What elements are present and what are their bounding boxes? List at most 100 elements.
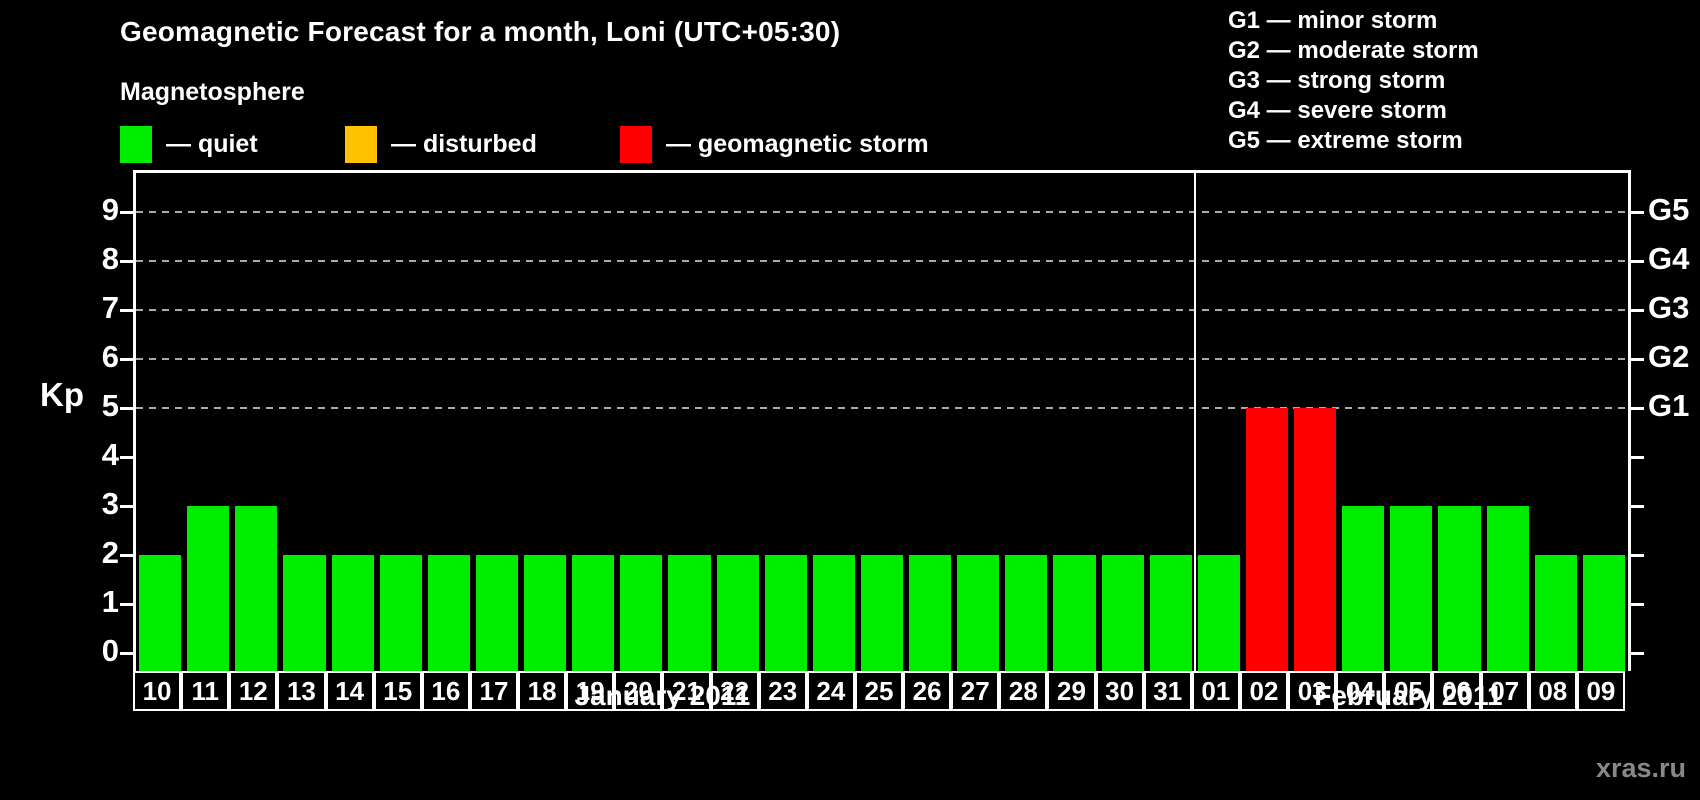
quiet-swatch <box>120 125 152 163</box>
day-label-23: 23 <box>758 671 807 711</box>
kp-bar-day-29 <box>1053 555 1096 671</box>
chart-title: Geomagnetic Forecast for a month, Loni (… <box>120 16 841 47</box>
left-tick-7 <box>120 308 133 312</box>
gridline-G3 <box>136 309 1628 311</box>
kp-bar-day-31 <box>1149 555 1192 671</box>
left-tick-1 <box>120 602 133 606</box>
kp-bar-day-13 <box>283 555 326 671</box>
day-label-01: 01 <box>1191 671 1240 711</box>
legend-item-label: — disturbed <box>391 129 537 158</box>
storm-swatch <box>620 125 652 163</box>
day-label-19: 19 <box>566 671 615 711</box>
month-caption-2: February 2011 <box>1314 680 1503 711</box>
gridline-G5 <box>136 211 1628 213</box>
day-label-16: 16 <box>421 671 470 711</box>
legend-item-label: — quiet <box>166 129 258 158</box>
kp-bar-day-11 <box>187 506 230 671</box>
y-tick-label-1: 1 <box>101 584 119 619</box>
kp-bar-day-20 <box>620 555 663 671</box>
day-label-04: 04 <box>1336 671 1385 711</box>
day-label-20: 20 <box>614 671 663 711</box>
day-label-17: 17 <box>469 671 519 711</box>
gridline-G1 <box>136 407 1628 409</box>
kp-bar-day-24 <box>812 555 855 671</box>
day-label-11: 11 <box>181 671 230 711</box>
y-tick-label-4: 4 <box>101 437 119 472</box>
right-tick-6 <box>1631 357 1644 361</box>
day-label-10: 10 <box>133 671 182 711</box>
month-caption-1: January 2011 <box>574 680 751 711</box>
plot-area: 0 1 2 3 4 5 6 7 8 9 G1 G2 G3 G4 G5 <box>102 170 1689 671</box>
left-tick-5 <box>120 406 133 410</box>
disturbed-swatch <box>345 125 377 163</box>
kp-bar-day-12 <box>235 506 278 671</box>
g-axis-label-G2: G2 <box>1648 339 1690 374</box>
y-tick-label-6: 6 <box>101 339 119 374</box>
g-axis-label-G5: G5 <box>1648 192 1690 227</box>
g-legend-line-3: G3 — strong storm <box>1228 67 1446 94</box>
kp-bar-day-09 <box>1582 555 1625 671</box>
kp-bar-day-04 <box>1342 506 1385 671</box>
day-label-08: 08 <box>1528 671 1577 711</box>
day-label-26: 26 <box>903 671 952 711</box>
g-axis-label-G4: G4 <box>1648 241 1690 276</box>
day-label-15: 15 <box>373 671 422 711</box>
magnetosphere-heading: Magnetosphere <box>120 78 305 106</box>
day-label-03: 03 <box>1288 671 1337 711</box>
kp-bar-day-02 <box>1245 408 1289 671</box>
kp-bar-day-30 <box>1101 555 1144 671</box>
day-label-09: 09 <box>1576 671 1625 711</box>
day-label-30: 30 <box>1095 671 1144 711</box>
left-tick-0 <box>120 651 133 655</box>
legend-item-disturbed: — disturbed <box>345 125 537 163</box>
right-tick-7 <box>1631 308 1644 312</box>
day-label-22: 22 <box>710 671 759 711</box>
right-tick-1 <box>1631 602 1644 606</box>
right-tick-2 <box>1631 553 1644 557</box>
kp-bar-day-10 <box>139 555 182 671</box>
kp-bar-day-03 <box>1294 408 1337 671</box>
y-tick-label-7: 7 <box>101 290 119 325</box>
kp-bar-day-27 <box>957 555 1000 671</box>
day-label-13: 13 <box>277 671 326 711</box>
g-legend-line-2: G2 — moderate storm <box>1228 37 1479 64</box>
legend-item-quiet: — quiet <box>120 125 258 163</box>
kp-bar-day-15 <box>379 555 422 671</box>
right-tick-3 <box>1631 504 1644 508</box>
day-label-27: 27 <box>951 671 1000 711</box>
g-legend-line-5: G5 — extreme storm <box>1228 127 1463 154</box>
month-separator <box>1193 173 1196 671</box>
right-tick-0 <box>1631 651 1644 655</box>
day-label-18: 18 <box>518 671 567 711</box>
left-tick-4 <box>120 455 133 459</box>
day-label-24: 24 <box>806 671 855 711</box>
kp-bar-day-05 <box>1390 506 1433 671</box>
kp-bar-day-16 <box>427 555 470 671</box>
kp-bar-day-17 <box>475 555 519 671</box>
legend-item-label: — geomagnetic storm <box>666 129 929 158</box>
day-label-25: 25 <box>854 671 904 711</box>
left-tick-2 <box>120 553 133 557</box>
right-tick-9 <box>1631 210 1644 214</box>
kp-bar-day-23 <box>764 555 807 671</box>
day-label-06: 06 <box>1432 671 1481 711</box>
left-tick-6 <box>120 357 133 361</box>
kp-bar-day-26 <box>909 555 952 671</box>
y-tick-label-2: 2 <box>101 535 119 570</box>
y-tick-label-3: 3 <box>101 486 119 521</box>
kp-bar-day-08 <box>1534 555 1577 671</box>
legend-item-storm: — geomagnetic storm <box>620 125 929 163</box>
right-tick-5 <box>1631 406 1644 410</box>
kp-bar-day-01 <box>1197 555 1240 671</box>
gridline-G2 <box>136 358 1628 360</box>
left-tick-8 <box>120 259 133 263</box>
kp-bar-day-25 <box>860 555 904 671</box>
day-label-28: 28 <box>999 671 1048 711</box>
g-legend-line-4: G4 — severe storm <box>1228 97 1447 124</box>
g-scale-legend: G1 — minor storm G2 — moderate storm G3 — … <box>1228 6 1479 156</box>
kp-bar-day-18 <box>524 555 567 671</box>
g-legend-line-1: G1 — minor storm <box>1228 7 1438 34</box>
day-label-07: 07 <box>1480 671 1529 711</box>
day-label-05: 05 <box>1384 671 1433 711</box>
gridline-G4 <box>136 260 1628 262</box>
